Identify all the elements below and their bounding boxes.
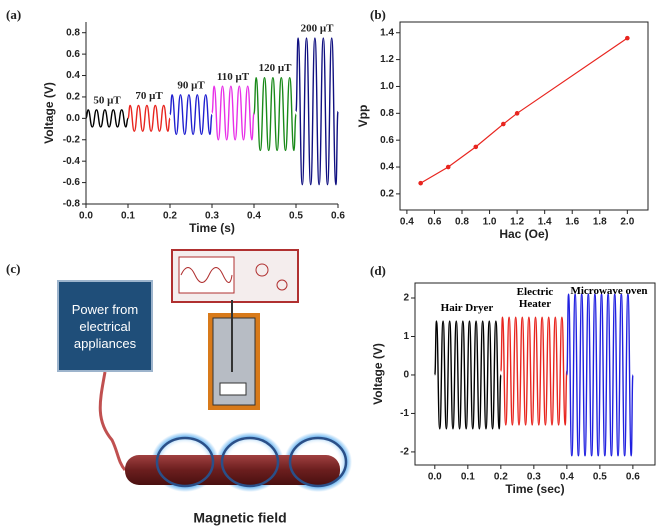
y-tick-label: 1 (403, 331, 409, 342)
series-label: 90 μT (177, 79, 205, 91)
panel-label: (d) (370, 263, 386, 278)
marker (473, 144, 479, 150)
series-label: 110 μT (217, 71, 250, 83)
panel-label: (c) (6, 261, 20, 276)
y-tick-label: 0.4 (380, 162, 394, 173)
knob (255, 263, 269, 277)
x-axis-label: Time (s) (189, 221, 235, 235)
y-tick-label: 0.8 (66, 27, 80, 38)
x-tick-label: 0.5 (289, 211, 303, 222)
y-tick-label: -0.4 (63, 156, 81, 167)
series-line (420, 37, 628, 184)
x-tick-label: 0.3 (527, 472, 541, 483)
y-tick-label: 2 (403, 293, 409, 304)
field-loop (155, 436, 215, 488)
field-loop (220, 436, 280, 488)
series-label: 120 μT (259, 62, 292, 74)
plot-frame (399, 21, 649, 211)
y-tick-label: 0.0 (66, 113, 80, 124)
y-tick-label: 0.2 (66, 92, 80, 103)
scope-trace (180, 267, 233, 283)
y-tick-label: 0 (403, 370, 409, 381)
y-axis-label: Voltage (V) (371, 343, 385, 405)
x-tick-label: 1.8 (593, 217, 607, 228)
x-tick-label: 0.4 (560, 472, 574, 483)
series-label: 50 μT (93, 94, 121, 106)
series-line (295, 37, 339, 186)
series-line (169, 94, 213, 136)
x-tick-label: 1.0 (483, 217, 497, 228)
x-tick-label: 0.5 (593, 472, 607, 483)
y-tick-label: 1.2 (380, 54, 394, 65)
y-tick-label: 0.6 (66, 49, 80, 60)
y-tick-label: -0.8 (63, 199, 81, 210)
series-line (566, 293, 634, 457)
wire (98, 371, 127, 471)
conductor (125, 455, 340, 485)
panel-label: (a) (6, 7, 21, 22)
knob (276, 279, 288, 291)
field-label: Magnetic field (193, 510, 286, 526)
x-axis-label: Hac (Oe) (499, 227, 548, 241)
y-axis-label: Vpp (356, 105, 370, 128)
power-box: Power from electrical appliances (57, 280, 153, 372)
x-tick-label: 0.6 (626, 472, 640, 483)
y-tick-label: 0.4 (66, 70, 80, 81)
y-tick-label: -0.6 (63, 177, 81, 188)
y-tick-label: 1.0 (380, 81, 394, 92)
y-axis-label: Voltage (V) (42, 82, 56, 144)
marker (445, 164, 451, 170)
element (219, 382, 247, 396)
y-tick-label: -0.2 (63, 134, 81, 145)
series-line (434, 320, 502, 430)
series-line (127, 104, 171, 132)
series-line (211, 85, 255, 141)
x-tick-label: 1.2 (510, 217, 524, 228)
y-tick-label: 1.4 (380, 27, 394, 38)
x-tick-label: 1.4 (538, 217, 552, 228)
series-label: Electric Heater (516, 286, 554, 310)
field-loop (288, 436, 348, 488)
y-tick-label: 0.2 (380, 189, 394, 200)
x-tick-label: 0.8 (455, 217, 469, 228)
x-tick-label: 2.0 (620, 217, 634, 228)
x-tick-label: 0.0 (428, 472, 442, 483)
x-tick-label: 0.0 (79, 211, 93, 222)
series-line (500, 316, 568, 426)
y-tick-label: -1 (400, 408, 409, 419)
marker (514, 111, 520, 116)
scope-screen (178, 256, 235, 294)
series-label: 200 μT (301, 23, 334, 35)
x-tick-label: 0.4 (400, 217, 414, 228)
x-tick-label: 0.1 (121, 211, 135, 222)
marker (501, 121, 506, 127)
diagram: Magnetic field (98, 249, 352, 526)
series-line (253, 76, 297, 152)
series-label: 70 μT (135, 90, 163, 102)
series-label: Hair Dryer (440, 302, 494, 314)
y-tick-label: 0.8 (380, 108, 394, 119)
x-tick-label: 0.6 (331, 211, 345, 222)
y-tick-label: 0.6 (380, 135, 394, 146)
x-tick-label: 0.6 (427, 217, 441, 228)
x-axis-label: Time (sec) (505, 482, 564, 496)
x-tick-label: 0.1 (461, 472, 475, 483)
marker (418, 180, 423, 186)
x-tick-label: 0.2 (163, 211, 177, 222)
series-label: Microwave oven (570, 285, 648, 297)
plot-frame (414, 282, 656, 466)
y-tick-label: -2 (400, 447, 409, 458)
x-tick-label: 0.2 (494, 472, 508, 483)
x-tick-label: 0.3 (205, 211, 219, 222)
x-tick-label: 0.4 (247, 211, 261, 222)
series-line (85, 109, 129, 128)
x-tick-label: 1.6 (565, 217, 579, 228)
marker (625, 35, 630, 41)
panel-label: (b) (370, 7, 386, 22)
